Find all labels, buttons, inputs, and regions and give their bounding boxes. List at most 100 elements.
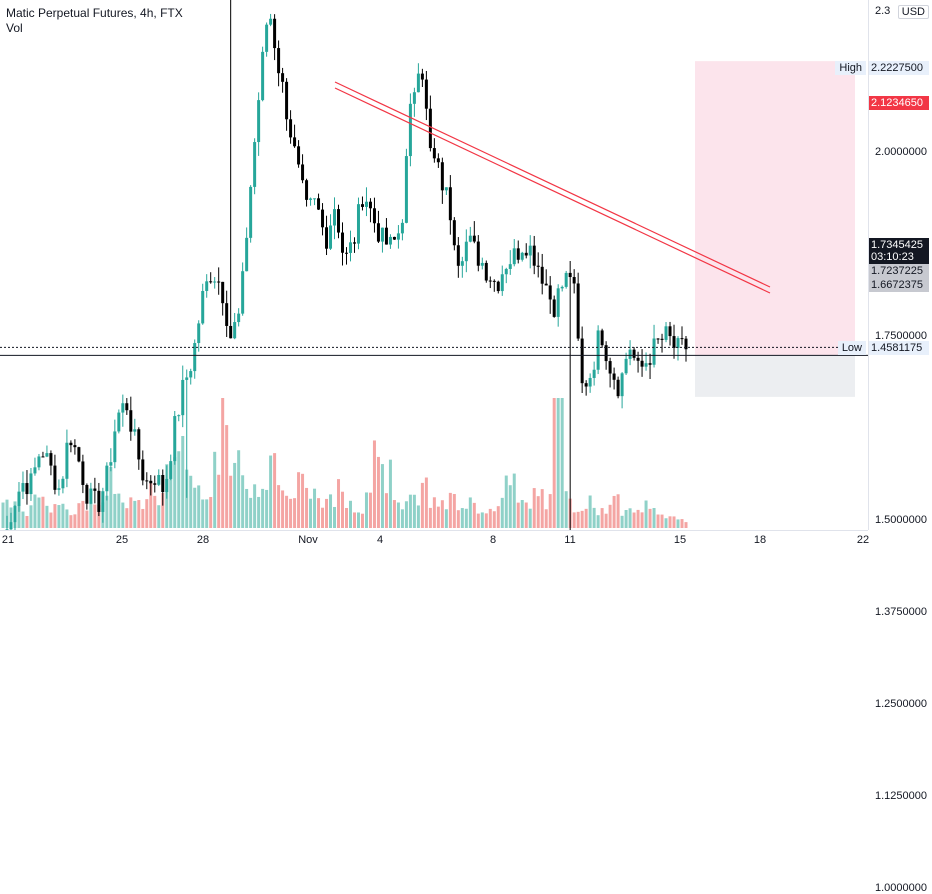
candle-body[interactable] — [516, 248, 520, 260]
candle-body[interactable] — [89, 488, 93, 504]
candle-body[interactable] — [193, 343, 197, 372]
candle-body[interactable] — [285, 81, 289, 120]
candle-body[interactable] — [564, 272, 568, 287]
candle-body[interactable] — [341, 232, 345, 253]
candle-body[interactable] — [472, 235, 476, 242]
candle-body[interactable] — [33, 467, 37, 474]
candle-body[interactable] — [376, 223, 380, 242]
currency-label[interactable]: USD — [897, 5, 929, 19]
candle-body[interactable] — [552, 299, 556, 317]
candle-body[interactable] — [169, 461, 173, 479]
candle-body[interactable] — [492, 280, 496, 282]
candle-body[interactable] — [121, 403, 125, 413]
candle-body[interactable] — [528, 245, 532, 256]
candle-body[interactable] — [456, 245, 460, 266]
candle-body[interactable] — [325, 227, 329, 249]
candle-body[interactable] — [368, 201, 372, 209]
candle-body[interactable] — [544, 283, 548, 286]
candle-body[interactable] — [245, 237, 249, 272]
candle-body[interactable] — [181, 379, 185, 416]
candle-body[interactable] — [416, 73, 420, 93]
candle-body[interactable] — [17, 491, 21, 507]
candle-body[interactable] — [524, 252, 528, 256]
candle-body[interactable] — [440, 162, 444, 191]
candle-body[interactable] — [165, 478, 169, 493]
candle-body[interactable] — [608, 361, 612, 374]
candle-body[interactable] — [420, 73, 424, 80]
candle-body[interactable] — [668, 326, 672, 337]
candle-body[interactable] — [592, 369, 596, 378]
candle-body[interactable] — [221, 281, 225, 304]
candle-body[interactable] — [604, 345, 608, 362]
candle-body[interactable] — [612, 373, 616, 380]
candle-body[interactable] — [333, 209, 337, 226]
candle-body[interactable] — [65, 442, 69, 479]
candle-body[interactable] — [133, 429, 137, 432]
candle-body[interactable] — [61, 478, 65, 489]
candle-body[interactable] — [273, 18, 277, 49]
candle-body[interactable] — [588, 377, 592, 387]
candle-body[interactable] — [636, 357, 640, 361]
candle-body[interactable] — [53, 465, 57, 490]
candle-body[interactable] — [444, 187, 448, 191]
candle-body[interactable] — [57, 488, 61, 490]
candle-body[interactable] — [85, 484, 89, 504]
candle-body[interactable] — [508, 264, 512, 269]
candle-body[interactable] — [404, 156, 408, 223]
candle-body[interactable] — [177, 415, 181, 417]
candle-body[interactable] — [452, 220, 456, 246]
candle-body[interactable] — [412, 92, 416, 104]
candle-body[interactable] — [480, 262, 484, 266]
candle-body[interactable] — [500, 274, 504, 292]
candle-body[interactable] — [520, 252, 524, 260]
candle-body[interactable] — [360, 204, 364, 207]
candle-body[interactable] — [436, 158, 440, 163]
candle-body[interactable] — [29, 473, 33, 495]
candle-body[interactable] — [356, 204, 360, 244]
candle-body[interactable] — [201, 290, 205, 324]
candle-body[interactable] — [265, 24, 269, 52]
candle-body[interactable] — [233, 322, 237, 339]
candle-body[interactable] — [364, 201, 368, 207]
candle-body[interactable] — [141, 459, 145, 481]
candle-body[interactable] — [73, 445, 77, 448]
candle-body[interactable] — [596, 330, 600, 370]
candle-body[interactable] — [432, 148, 436, 159]
candle-body[interactable] — [225, 303, 229, 326]
candle-body[interactable] — [556, 288, 560, 317]
candle-body[interactable] — [572, 277, 576, 284]
candle-body[interactable] — [344, 252, 348, 254]
candle-body[interactable] — [468, 235, 472, 242]
candle-body[interactable] — [348, 242, 352, 253]
candle-body[interactable] — [496, 281, 500, 292]
candle-body[interactable] — [448, 187, 452, 221]
candle-body[interactable] — [329, 225, 333, 249]
candle-body[interactable] — [129, 410, 133, 432]
candle-body[interactable] — [297, 146, 301, 165]
candle-body[interactable] — [576, 283, 580, 339]
candle-body[interactable] — [237, 313, 241, 323]
candle-body[interactable] — [5, 529, 9, 530]
candle-body[interactable] — [640, 360, 644, 367]
candle-body[interactable] — [392, 236, 396, 240]
candle-body[interactable] — [408, 103, 412, 157]
candle-body[interactable] — [173, 416, 177, 462]
candle-body[interactable] — [532, 245, 536, 266]
candle-body[interactable] — [301, 164, 305, 181]
candle-body[interactable] — [313, 198, 317, 200]
trendline[interactable] — [334, 87, 771, 294]
candle-body[interactable] — [628, 349, 632, 359]
candle-body[interactable] — [652, 338, 656, 365]
candle-body[interactable] — [205, 281, 209, 291]
candle-body[interactable] — [209, 281, 213, 283]
candle-body[interactable] — [101, 491, 105, 512]
candle-body[interactable] — [464, 241, 468, 262]
candle-body[interactable] — [81, 461, 85, 485]
candle-body[interactable] — [540, 266, 544, 284]
candle-body[interactable] — [536, 265, 540, 267]
candle-body[interactable] — [229, 325, 233, 339]
candle-body[interactable] — [512, 248, 516, 265]
trendline-channel[interactable] — [334, 81, 771, 294]
candle-body[interactable] — [49, 453, 53, 466]
candle-body[interactable] — [13, 506, 17, 523]
